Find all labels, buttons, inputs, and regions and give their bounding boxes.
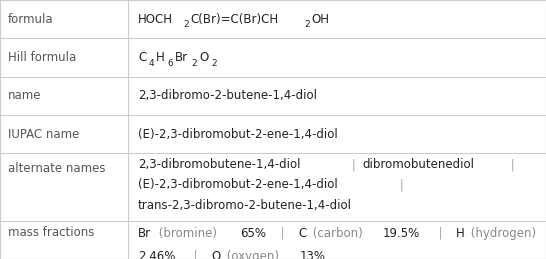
Text: |: | <box>186 250 205 259</box>
Text: Br: Br <box>138 227 151 240</box>
Text: 13%: 13% <box>300 250 326 259</box>
Text: trans-2,3-dibromo-2-butene-1,4-diol: trans-2,3-dibromo-2-butene-1,4-diol <box>138 199 352 212</box>
Text: 2: 2 <box>211 59 217 68</box>
Text: 2: 2 <box>304 20 310 29</box>
Text: (E)-2,3-dibromobut-2-ene-1,4-diol: (E)-2,3-dibromobut-2-ene-1,4-diol <box>138 128 338 141</box>
Text: O: O <box>199 51 208 64</box>
Text: 2,3-dibromobutene-1,4-diol: 2,3-dibromobutene-1,4-diol <box>138 158 301 171</box>
Text: |: | <box>507 158 515 171</box>
Text: |: | <box>348 158 359 171</box>
Text: C(Br)=C(Br)CH: C(Br)=C(Br)CH <box>191 13 278 26</box>
Text: H: H <box>455 227 464 240</box>
Text: (E)-2,3-dibromobut-2-ene-1,4-diol: (E)-2,3-dibromobut-2-ene-1,4-diol <box>138 178 338 191</box>
Text: dibromobutenediol: dibromobutenediol <box>363 158 474 171</box>
Text: 4: 4 <box>149 59 155 68</box>
Text: |: | <box>396 178 403 191</box>
Text: 65%: 65% <box>240 227 266 240</box>
Text: Hill formula: Hill formula <box>8 51 76 64</box>
Text: 2.46%: 2.46% <box>138 250 175 259</box>
Text: 2: 2 <box>192 59 197 68</box>
Text: name: name <box>8 89 41 102</box>
Text: |: | <box>274 227 293 240</box>
Text: alternate names: alternate names <box>8 162 106 175</box>
Text: 6: 6 <box>167 59 173 68</box>
Text: C: C <box>138 51 146 64</box>
Text: (hydrogen): (hydrogen) <box>467 227 536 240</box>
Text: O: O <box>211 250 220 259</box>
Text: (carbon): (carbon) <box>308 227 366 240</box>
Text: C: C <box>298 227 306 240</box>
Text: 2,3-dibromo-2-butene-1,4-diol: 2,3-dibromo-2-butene-1,4-diol <box>138 89 317 102</box>
Text: formula: formula <box>8 13 54 26</box>
Text: H: H <box>156 51 165 64</box>
Text: 19.5%: 19.5% <box>383 227 420 240</box>
Text: OH: OH <box>312 13 330 26</box>
Text: mass fractions: mass fractions <box>8 226 94 239</box>
Text: HOCH: HOCH <box>138 13 173 26</box>
Text: Br: Br <box>175 51 188 64</box>
Text: |: | <box>431 227 450 240</box>
Text: (oxygen): (oxygen) <box>223 250 283 259</box>
Text: 2: 2 <box>183 20 189 29</box>
Text: IUPAC name: IUPAC name <box>8 128 80 141</box>
Text: (bromine): (bromine) <box>155 227 221 240</box>
